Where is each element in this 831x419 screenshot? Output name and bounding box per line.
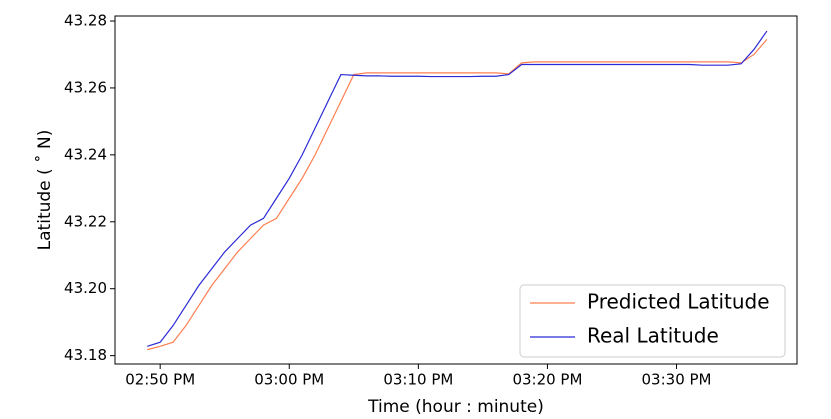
- x-tick-label: 03:20 PM: [512, 371, 582, 389]
- legend-box: [519, 284, 786, 358]
- plot-frame: [114, 15, 798, 365]
- x-tick-label: 03:30 PM: [642, 371, 712, 389]
- x-tick-label: 03:10 PM: [383, 371, 453, 389]
- x-axis-label: Time (hour : minute): [367, 397, 544, 417]
- y-tick-label: 43.22: [64, 212, 107, 230]
- series-line: [147, 39, 768, 351]
- legend-label: Predicted Latitude: [587, 290, 770, 314]
- legend-label: Real Latitude: [587, 324, 719, 348]
- x-tick-label: 02:50 PM: [125, 371, 195, 389]
- series-line: [147, 30, 768, 347]
- y-tick-label: 43.20: [64, 279, 107, 297]
- y-axis-label: Latitude ( ˚ N): [34, 130, 55, 251]
- y-tick-label: 43.18: [64, 346, 107, 364]
- y-tick-label: 43.24: [64, 145, 107, 163]
- y-tick-label: 43.28: [64, 12, 107, 30]
- x-tick-label: 03:00 PM: [254, 371, 324, 389]
- y-tick-label: 43.26: [64, 78, 107, 96]
